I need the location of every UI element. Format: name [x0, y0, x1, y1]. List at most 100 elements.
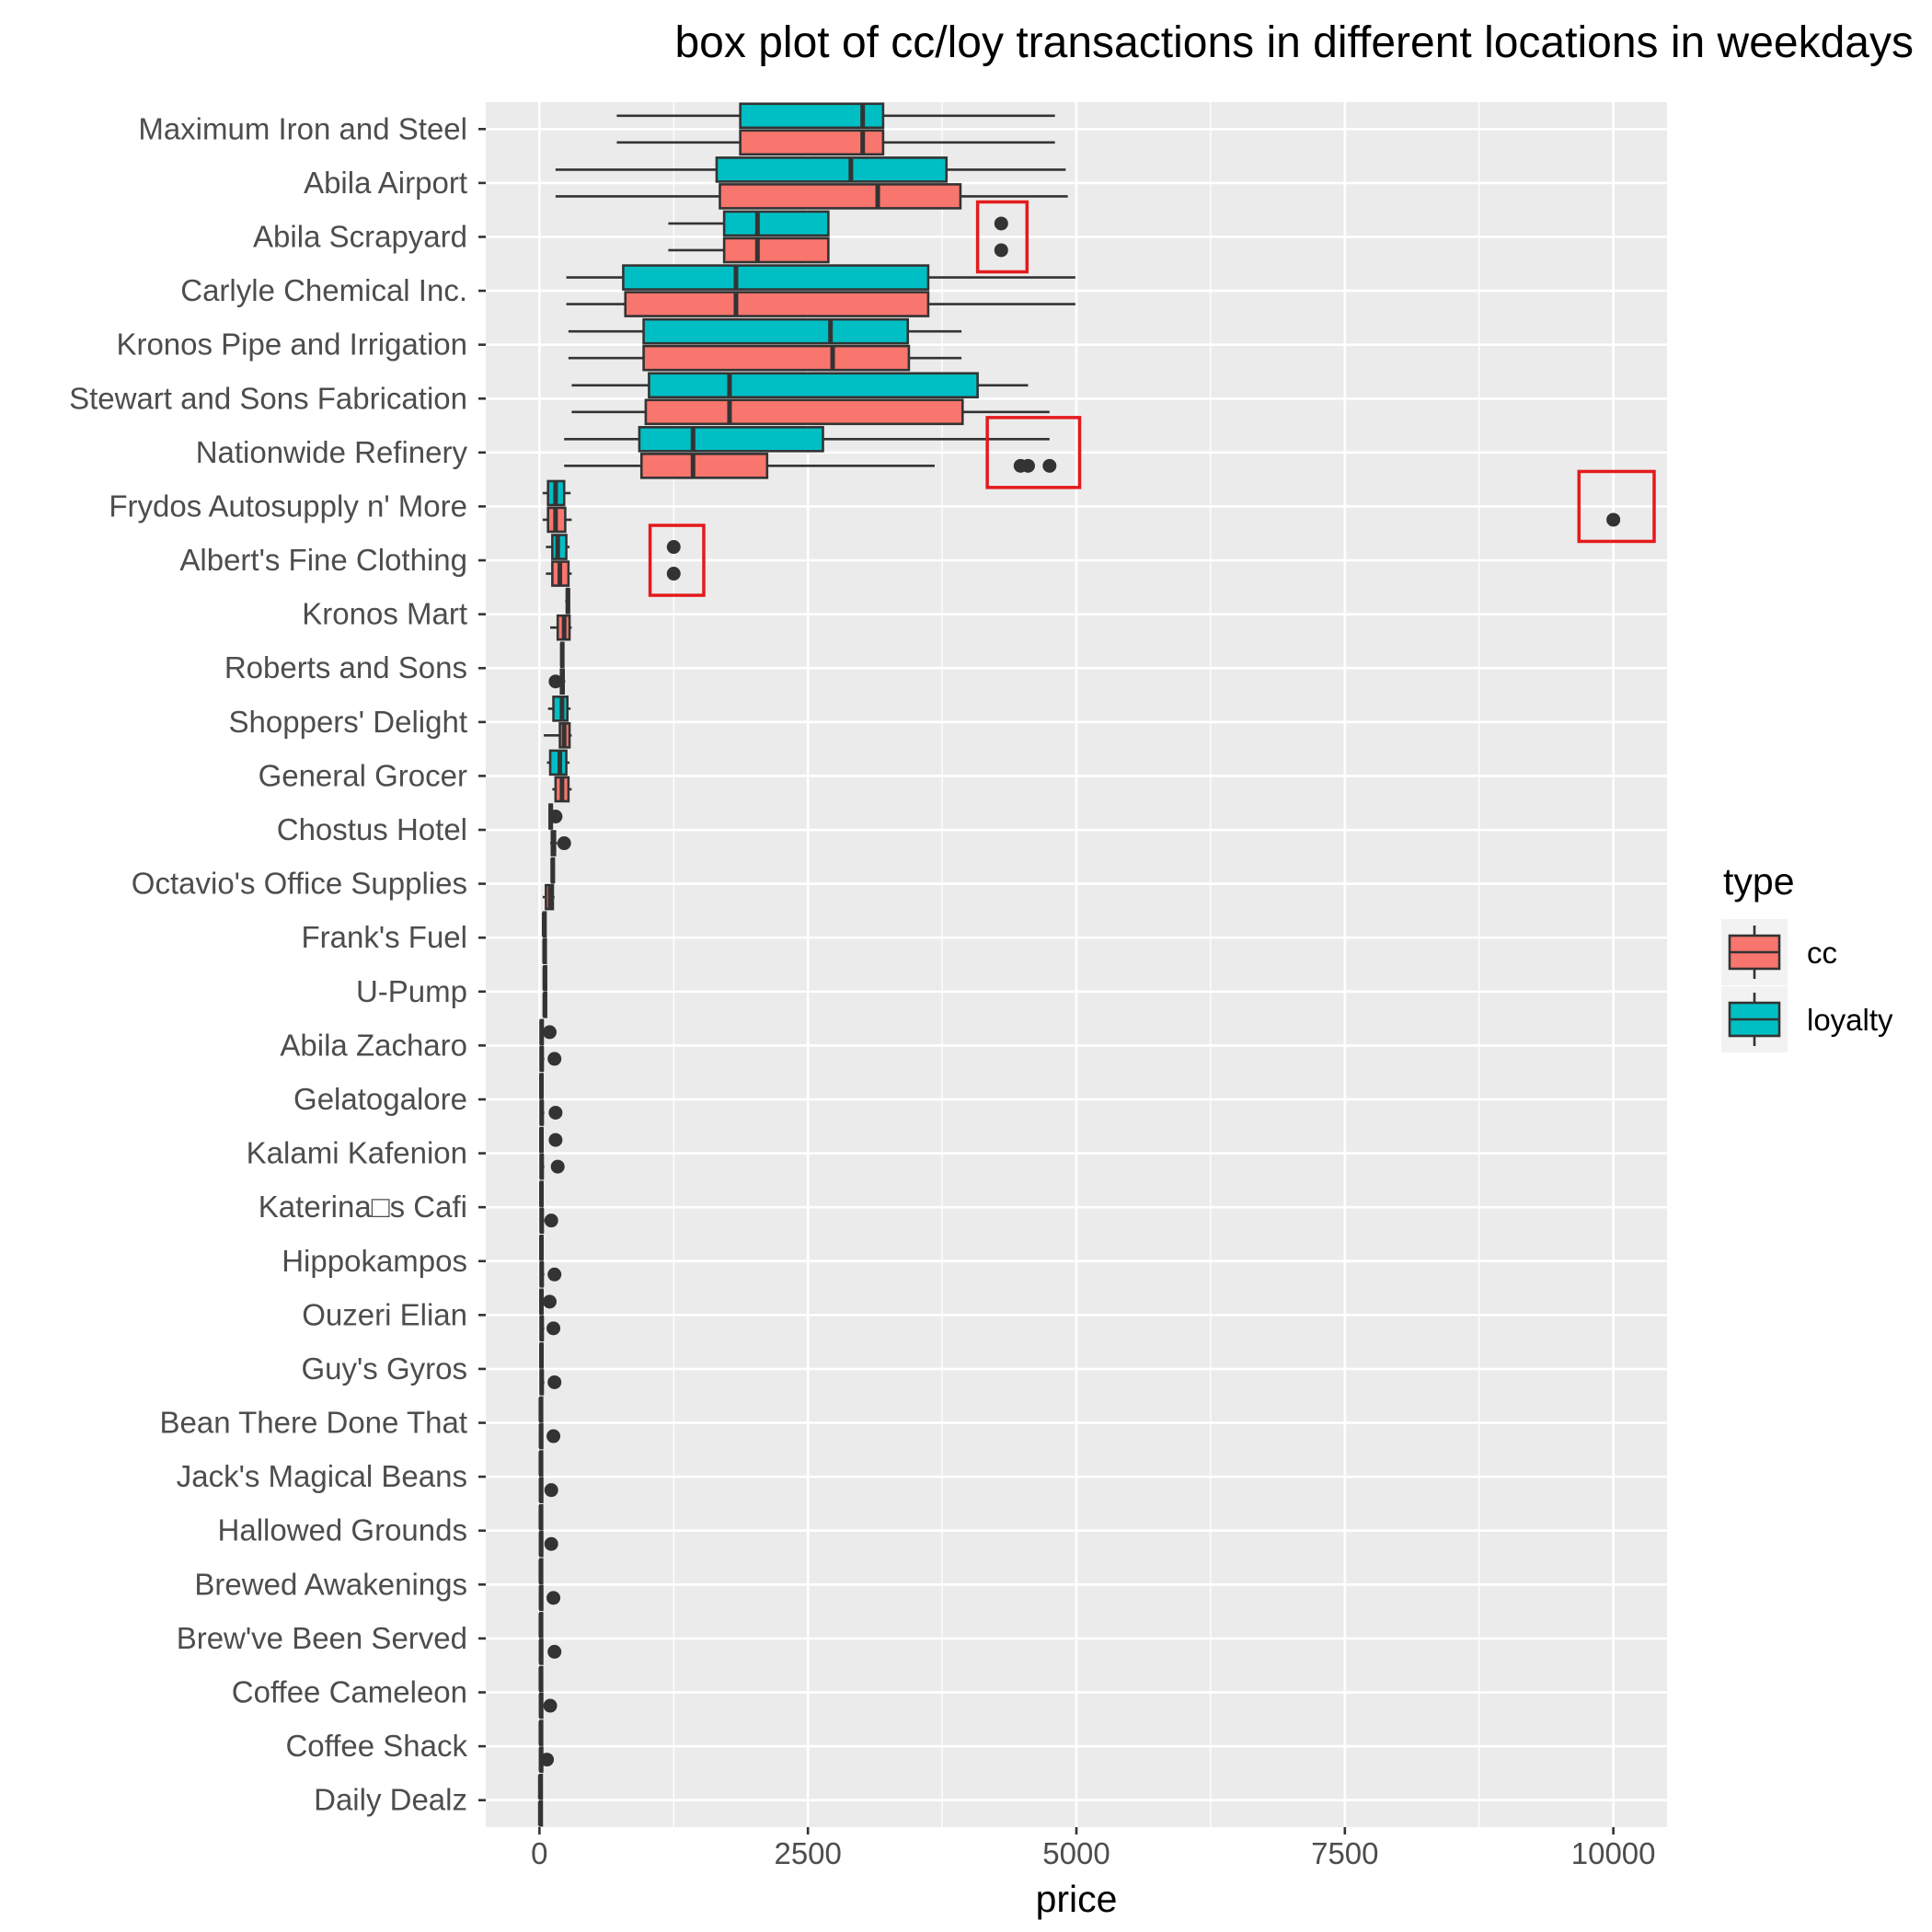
y-tick-label: Chostus Hotel: [277, 812, 467, 846]
box-loyalty: [537, 1773, 544, 1800]
outlier-point: [547, 1374, 562, 1389]
x-axis: 0 2500 5000 7500 10000: [531, 1827, 1656, 1870]
outlier-point: [540, 1753, 555, 1767]
box-loyalty: [538, 1396, 544, 1423]
box-loyalty: [566, 264, 1075, 291]
outlier-point: [1042, 458, 1057, 473]
box-loyalty: [538, 1073, 544, 1099]
outlier-point: [666, 540, 681, 555]
box-loyalty: [538, 1342, 544, 1369]
highlight-box: [975, 200, 1029, 274]
box-loyalty: [550, 857, 556, 884]
box-cc: [539, 1260, 562, 1288]
y-tick-label: Carlyle Chemical Inc.: [180, 273, 467, 307]
box-cc: [571, 398, 1050, 426]
outlier-point: [994, 243, 1008, 258]
box-loyalty: [538, 1288, 557, 1316]
outlier-point: [1606, 512, 1621, 527]
box-cc: [538, 1639, 562, 1665]
box-cc: [542, 883, 555, 911]
box-iqr: [722, 236, 830, 264]
y-tick-label: Frank's Fuel: [301, 920, 467, 954]
outlier-point: [542, 1025, 557, 1040]
outlier-point: [548, 1133, 563, 1147]
x-tick-label: 2500: [774, 1836, 841, 1870]
box-loyalty: [546, 749, 570, 776]
y-tick-label: Brewed Awakenings: [194, 1567, 467, 1601]
box-cc: [564, 453, 1057, 479]
y-tick-label: Roberts and Sons: [224, 650, 467, 684]
box-loyalty: [538, 1503, 544, 1531]
highlight-box: [985, 416, 1082, 489]
outlier-point: [548, 810, 563, 824]
legend-label: loyalty: [1807, 1003, 1893, 1037]
y-tick-label: Ouzeri Elian: [302, 1297, 467, 1331]
box-cc: [668, 236, 1008, 264]
box-cc: [539, 1099, 563, 1126]
box-cc: [538, 1746, 555, 1773]
outlier-point: [542, 1294, 557, 1309]
y-tick-label: Brew've Been Served: [177, 1621, 467, 1655]
y-tick-label: Kronos Mart: [302, 597, 467, 631]
box-loyalty: [538, 1719, 544, 1746]
box-loyalty: [538, 1234, 544, 1261]
box-iqr: [642, 344, 911, 372]
box-loyalty: [538, 1450, 544, 1477]
box-loyalty: [571, 372, 1029, 399]
outlier-point: [544, 1483, 558, 1498]
y-tick-label: Maximum Iron and Steel: [138, 111, 467, 145]
box-loyalty: [539, 1018, 557, 1046]
box-cc: [539, 1153, 565, 1180]
outlier-point: [543, 1698, 558, 1713]
x-tick-label: 5000: [1042, 1836, 1110, 1870]
box-iqr: [722, 210, 830, 237]
y-tick-label: Gelatogalore: [293, 1082, 467, 1116]
box-cc: [538, 1584, 561, 1612]
box-loyalty: [547, 696, 571, 722]
y-tick-label: Katerina□s Cafi: [259, 1190, 467, 1224]
box-cc: [568, 344, 962, 372]
chart-title: box plot of cc/loy transactions in diffe…: [674, 18, 1914, 67]
y-tick-label: Nationwide Refinery: [196, 435, 468, 469]
outlier-point: [557, 836, 571, 851]
legend-entry-loyalty: loyalty: [1721, 986, 1893, 1052]
box-cc: [538, 1422, 561, 1450]
outlier-point: [548, 674, 563, 689]
y-tick-label: General Grocer: [259, 758, 467, 792]
y-tick-label: Albert's Fine Clothing: [179, 543, 467, 577]
box-cc: [539, 1207, 558, 1234]
box-loyalty: [565, 587, 570, 615]
legend: type cc loyalty: [1721, 860, 1893, 1052]
x-axis-title: price: [1036, 1878, 1118, 1920]
box-cc: [539, 1045, 562, 1073]
box-iqr: [648, 372, 979, 399]
outlier-point: [544, 1536, 558, 1551]
box-cc: [548, 668, 566, 696]
y-tick-label: Frydos Autosupply n' More: [109, 489, 467, 523]
x-tick-label: 7500: [1311, 1836, 1378, 1870]
outlier-point: [1020, 458, 1035, 473]
box-loyalty: [542, 964, 547, 992]
y-tick-label: Abila Zacharo: [280, 1028, 467, 1062]
box-cc: [538, 1477, 558, 1503]
y-tick-label: Jack's Magical Beans: [177, 1459, 467, 1493]
box-iqr: [644, 398, 964, 426]
outlier-point: [547, 1052, 562, 1066]
box-cc: [546, 560, 681, 587]
box-loyalty: [542, 479, 571, 507]
y-tick-label: Coffee Shack: [285, 1729, 467, 1763]
y-tick-label: Abila Airport: [304, 166, 467, 200]
y-tick-label: Shoppers' Delight: [229, 705, 467, 739]
outlier-point: [550, 1159, 565, 1174]
x-tick-label: 0: [531, 1836, 547, 1870]
legend-title: type: [1723, 860, 1795, 903]
box-cc: [538, 1530, 558, 1558]
y-tick-label: Hallowed Grounds: [218, 1513, 467, 1547]
outlier-point: [994, 216, 1008, 231]
y-tick-label: Bean There Done That: [159, 1406, 467, 1440]
y-tick-label: Guy's Gyros: [301, 1351, 467, 1386]
box-cc: [550, 830, 571, 857]
box-loyalty: [559, 641, 565, 669]
y-tick-label: U-Pump: [356, 974, 467, 1008]
